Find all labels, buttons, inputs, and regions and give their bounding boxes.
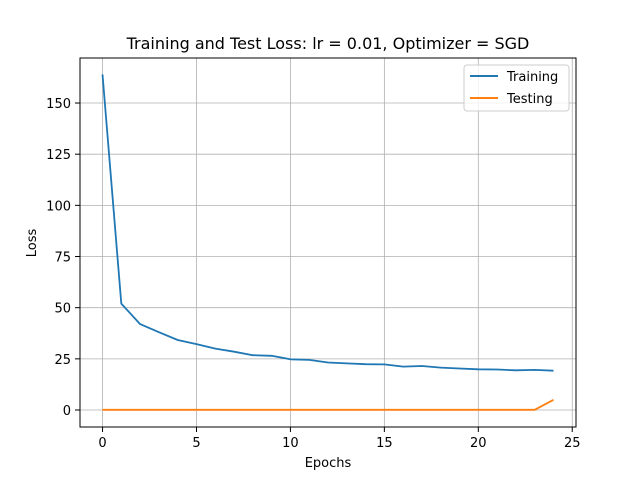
- x-tick-label: 10: [282, 436, 299, 451]
- x-tick-label: 20: [470, 436, 487, 451]
- y-axis-label: Loss: [25, 229, 40, 258]
- y-tick-label: 25: [54, 353, 71, 368]
- y-tick-label: 150: [46, 97, 71, 112]
- x-axis-ticks: 0 5 10 15 20 25: [98, 427, 581, 451]
- y-tick-label: 100: [46, 199, 71, 214]
- x-tick-label: 5: [192, 436, 200, 451]
- x-tick-label: 0: [98, 436, 106, 451]
- legend-label-testing: Testing: [506, 92, 553, 107]
- x-axis-label: Epochs: [305, 456, 352, 471]
- series-line-testing: [102, 399, 554, 411]
- y-tick-label: 75: [54, 251, 71, 266]
- series-line-training: [101, 74, 554, 372]
- y-tick-label: 125: [46, 148, 71, 163]
- plot-frame: [79, 57, 577, 428]
- legend-label-training: Training: [506, 70, 558, 85]
- x-tick-label: 25: [564, 436, 581, 451]
- y-tick-label: 50: [54, 302, 71, 317]
- chart-title: Training and Test Loss: lr = 0.01, Optim…: [126, 34, 530, 53]
- x-tick-label: 15: [376, 436, 393, 451]
- y-tick-label: 0: [63, 404, 71, 419]
- plot-lines: [101, 74, 554, 411]
- grid: [80, 58, 576, 427]
- legend: Training Testing: [463, 64, 570, 112]
- y-axis-ticks: 0 25 50 75 100 125 150: [46, 97, 80, 419]
